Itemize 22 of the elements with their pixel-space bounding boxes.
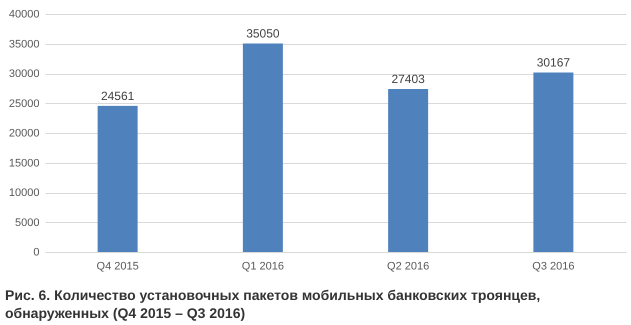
x-tick-label: Q1 2016 [242, 260, 284, 272]
y-tick-label: 10000 [8, 187, 40, 199]
x-tick-label: Q4 2015 [96, 260, 139, 272]
y-tick-label: 40000 [8, 8, 40, 20]
y-tick-label: 25000 [8, 98, 40, 110]
data-label: 30167 [536, 56, 570, 70]
bar [388, 88, 428, 252]
text: Рис. 6. Количество установочных пакетов мобильных банковских троянцев, обнаруженных (Q4 2015 – Q3 2016) [5, 287, 540, 321]
y-tick-label: 0 [33, 246, 40, 258]
y-tick-label: 15000 [8, 157, 40, 170]
data-label: 35050 [246, 26, 280, 40]
data-label: 27403 [391, 72, 426, 86]
y-tick-label: 5000 [15, 216, 40, 229]
data-label: 24561 [100, 88, 135, 103]
bar [98, 106, 138, 252]
bar [533, 72, 574, 252]
x-tick-label: Q3 2016 [532, 260, 574, 272]
y-tick-label: 30000 [8, 68, 40, 80]
x-tick-label: Q2 2016 [387, 260, 430, 272]
y-tick-label: 35000 [8, 38, 40, 50]
y-tick-label: 20000 [8, 128, 40, 140]
bar [242, 43, 283, 252]
